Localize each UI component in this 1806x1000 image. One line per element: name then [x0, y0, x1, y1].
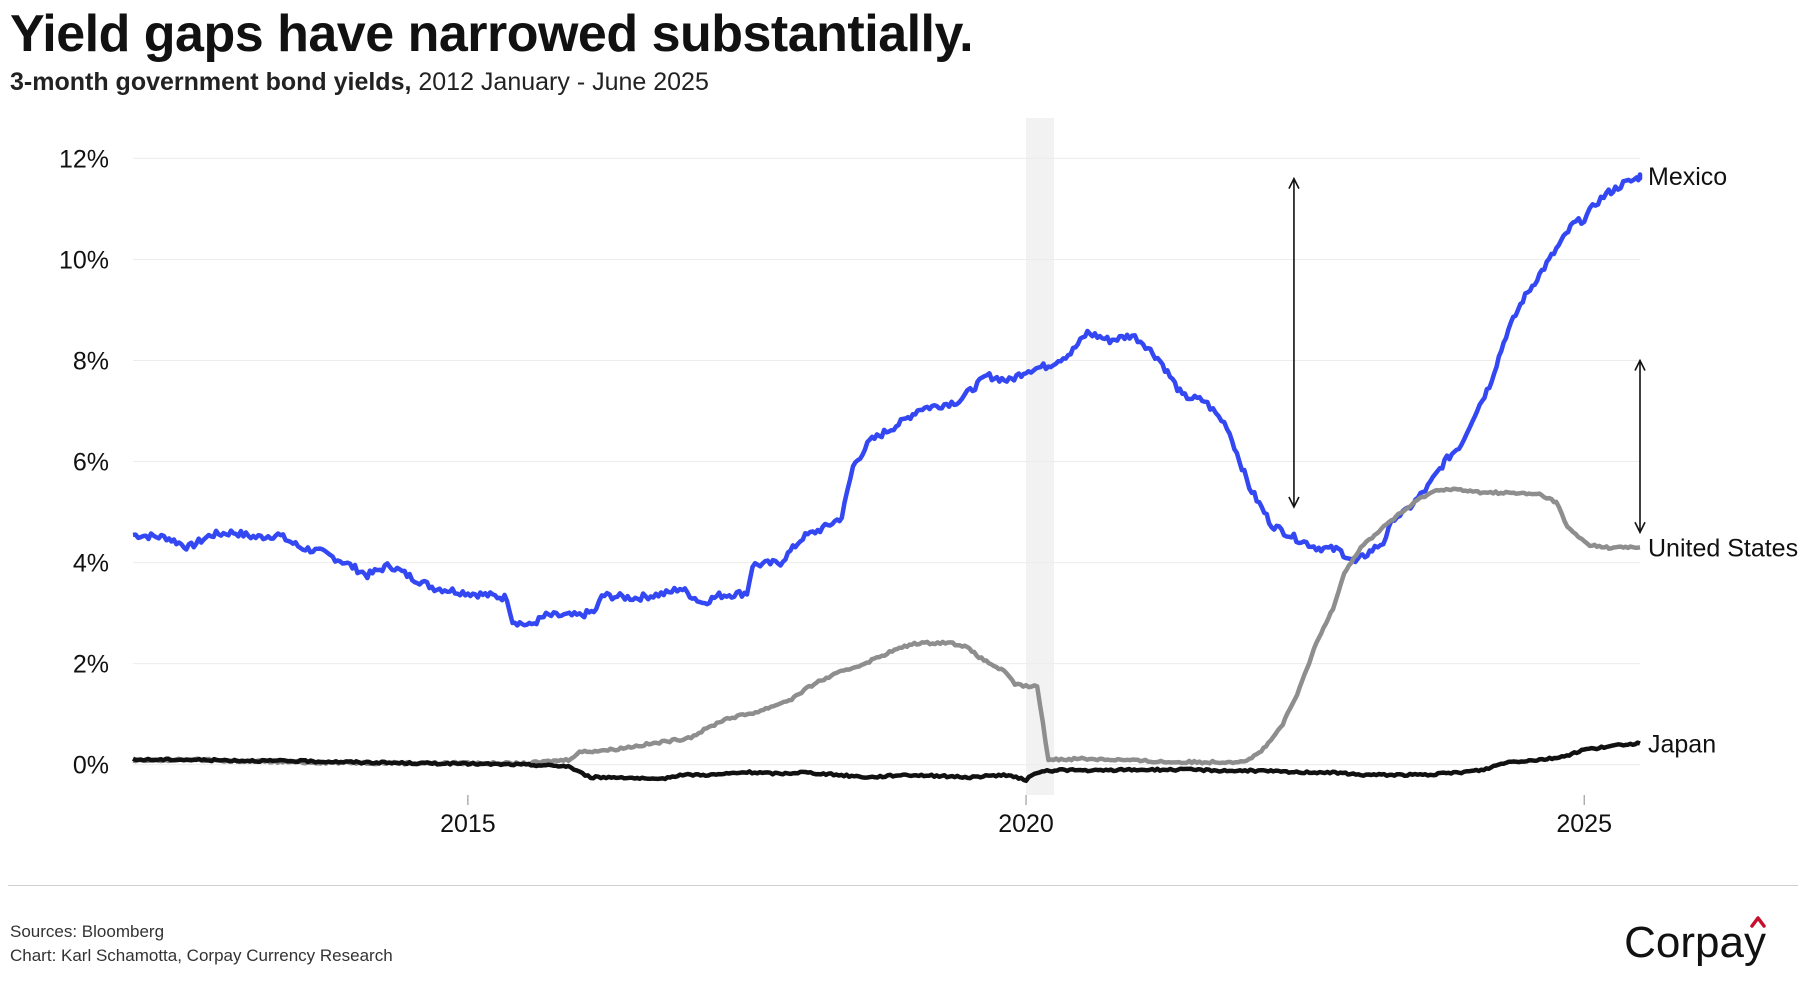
subtitle-date-range: 2012 January - June 2025 [411, 68, 709, 96]
x-tick-label: 2025 [1556, 810, 1612, 838]
y-tick-label: 12% [59, 145, 109, 173]
chart-title: Yield gaps have narrowed substantially. [10, 5, 974, 63]
series-label: Mexico [1648, 163, 1727, 191]
series-line-united-states [132, 486, 1641, 768]
y-tick-label: 6% [73, 449, 109, 477]
arrow-head-down-icon [1288, 496, 1300, 509]
subtitle-bold: 3-month government bond yields, [10, 68, 412, 96]
series-line-mexico [132, 172, 1643, 628]
corpay-logo: Corpay [1624, 918, 1766, 967]
y-tick-label: 4% [73, 550, 109, 578]
y-tick-label: 2% [73, 651, 109, 679]
chart-subtitle: 3-month government bond yields, 2012 Jan… [10, 68, 709, 97]
sources-note: Sources: Bloomberg [10, 922, 165, 941]
arrow-head-down-icon [1634, 521, 1646, 535]
y-tick-label: 8% [73, 348, 109, 376]
y-tick-label: 0% [73, 752, 109, 780]
x-tick-label: 2020 [998, 810, 1054, 838]
chart-credit: Chart: Karl Schamotta, Corpay Currency R… [10, 946, 393, 965]
y-tick-label: 10% [59, 246, 109, 274]
shaded-period [1026, 118, 1054, 795]
footer-divider [8, 885, 1798, 886]
x-tick-label: 2015 [440, 810, 496, 838]
series-line-japan [132, 740, 1641, 784]
series-label: Japan [1648, 730, 1716, 758]
series-label: United States [1648, 534, 1798, 562]
logo-caret-icon [1750, 916, 1766, 928]
yield-line-chart: 0% 2% 4% 6% 8% 10% 12% 2015 2020 2025 Mexico United… [59, 118, 1798, 838]
arrow-head-up-icon [1634, 358, 1646, 371]
arrow-head-up-icon [1288, 176, 1300, 189]
